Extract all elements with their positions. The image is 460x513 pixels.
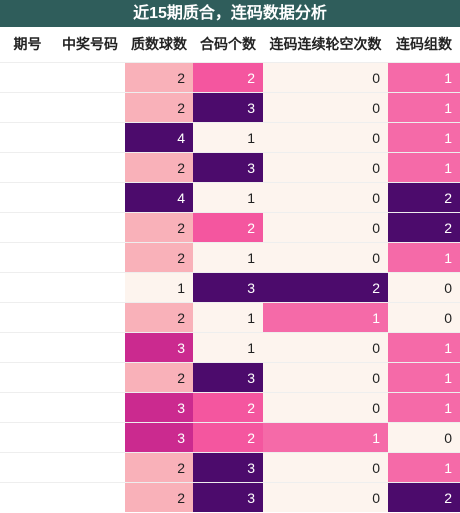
text-cell: 2,2,6,8,2 <box>55 422 125 452</box>
text-cell: 26102 <box>0 272 55 302</box>
value-cell: 1 <box>388 122 460 152</box>
column-header: 连码组数 <box>396 36 452 52</box>
value-cell: 2 <box>125 482 193 512</box>
value-cell: 2 <box>125 62 193 92</box>
value-cell: 2 <box>193 392 263 422</box>
value-cell: 3 <box>125 332 193 362</box>
value-cell: 2 <box>125 212 193 242</box>
value-cell: 0 <box>263 332 388 362</box>
text-cell: 4,2,4,1,4 <box>55 362 125 392</box>
text-cell: 6,5,6,3,8 <box>55 92 125 122</box>
value-cell: 1 <box>263 422 388 452</box>
value-cell: 3 <box>125 422 193 452</box>
text-cell: 26101 <box>0 302 55 332</box>
value-cell: 0 <box>263 122 388 152</box>
text-cell: 3,4,3,9,9 <box>55 152 125 182</box>
value-cell: 0 <box>263 392 388 422</box>
value-cell: 2 <box>388 482 460 512</box>
text-cell: 26106 <box>0 152 55 182</box>
column-header: 中奖号码 <box>62 36 118 52</box>
value-cell: 2 <box>125 152 193 182</box>
column-header: 期号 <box>13 36 42 52</box>
value-cell: 3 <box>193 362 263 392</box>
value-cell: 2 <box>125 452 193 482</box>
value-cell: 0 <box>263 242 388 272</box>
text-cell: 26100 <box>0 332 55 362</box>
value-cell: 1 <box>193 242 263 272</box>
text-cell: 26109 <box>0 62 55 92</box>
value-cell: 0 <box>263 212 388 242</box>
value-cell: 4 <box>125 122 193 152</box>
text-cell: 4,9,0,2,6 <box>55 272 125 302</box>
text-cell: 9,0,1,2,0 <box>55 242 125 272</box>
text-cell: 2,1,7,6,3 <box>55 182 125 212</box>
value-cell: 2 <box>125 92 193 122</box>
value-cell: 1 <box>193 302 263 332</box>
value-cell: 0 <box>388 272 460 302</box>
value-cell: 0 <box>388 422 460 452</box>
text-cell: 26096 <box>0 452 55 482</box>
value-cell: 1 <box>388 62 460 92</box>
text-cell: 2,0,7,5,8 <box>55 332 125 362</box>
text-cell: 6,4,3,9,1 <box>55 452 125 482</box>
value-cell: 4 <box>125 182 193 212</box>
value-cell: 2 <box>388 182 460 212</box>
text-cell: 26097 <box>0 422 55 452</box>
column-header: 合码个数 <box>200 36 256 52</box>
value-cell: 0 <box>263 62 388 92</box>
value-cell: 0 <box>263 92 388 122</box>
column-header: 连码连续轮空次数 <box>269 36 382 52</box>
text-cell: 9,7,4,3,5 <box>55 392 125 422</box>
text-cell: 26107 <box>0 122 55 152</box>
value-cell: 1 <box>388 152 460 182</box>
text-cell: 5,6,8,1,9 <box>55 482 125 512</box>
text-cell: 26105 <box>0 182 55 212</box>
value-cell: 3 <box>193 92 263 122</box>
value-cell: 2 <box>125 302 193 332</box>
value-cell: 1 <box>388 452 460 482</box>
value-cell: 1 <box>125 272 193 302</box>
value-cell: 0 <box>388 302 460 332</box>
value-cell: 1 <box>388 242 460 272</box>
value-cell: 0 <box>263 182 388 212</box>
text-cell: 26095 <box>0 482 55 512</box>
value-cell: 2 <box>193 422 263 452</box>
value-cell: 1 <box>193 122 263 152</box>
text-cell: 7,8,6,7,0 <box>55 212 125 242</box>
value-cell: 1 <box>388 92 460 122</box>
value-cell: 3 <box>125 392 193 422</box>
value-cell: 0 <box>263 362 388 392</box>
value-cell: 0 <box>263 482 388 512</box>
value-cell: 1 <box>388 362 460 392</box>
text-cell: 26099 <box>0 362 55 392</box>
text-cell: 26098 <box>0 392 55 422</box>
value-cell: 3 <box>193 482 263 512</box>
text-cell: 26103 <box>0 242 55 272</box>
text-cell: 26104 <box>0 212 55 242</box>
value-cell: 1 <box>388 392 460 422</box>
title: 近15期质合，连码数据分析 <box>0 0 460 27</box>
value-cell: 3 <box>193 452 263 482</box>
value-cell: 3 <box>193 152 263 182</box>
value-cell: 0 <box>263 152 388 182</box>
value-cell: 3 <box>193 272 263 302</box>
column-header: 质数球数 <box>131 36 187 52</box>
value-cell: 2 <box>125 242 193 272</box>
value-cell: 2 <box>193 62 263 92</box>
value-cell: 1 <box>193 332 263 362</box>
text-cell: 26108 <box>0 92 55 122</box>
text-cell: 0,8,8,1,2 <box>55 62 125 92</box>
value-cell: 1 <box>193 182 263 212</box>
value-cell: 2 <box>388 212 460 242</box>
value-cell: 2 <box>263 272 388 302</box>
value-cell: 1 <box>388 332 460 362</box>
text-cell: 1,5,4,1,3 <box>55 122 125 152</box>
text-cell: 0,9,0,3,3 <box>55 302 125 332</box>
value-cell: 2 <box>125 362 193 392</box>
value-cell: 2 <box>193 212 263 242</box>
value-cell: 0 <box>263 452 388 482</box>
value-cell: 1 <box>263 302 388 332</box>
